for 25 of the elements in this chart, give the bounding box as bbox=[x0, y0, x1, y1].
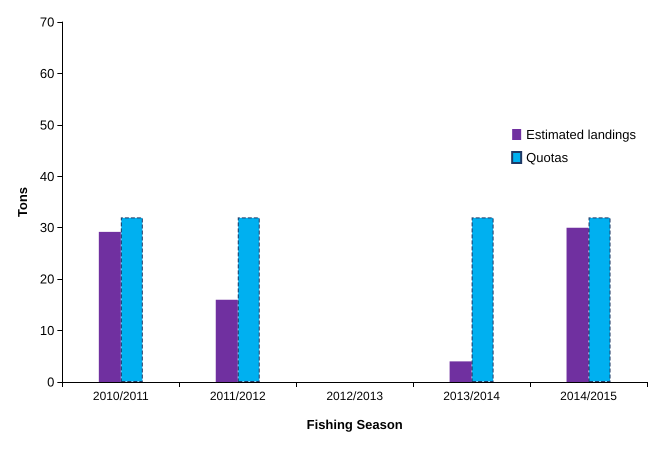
bar bbox=[98, 232, 121, 382]
bar bbox=[120, 217, 143, 382]
legend-label: Quotas bbox=[526, 150, 569, 165]
y-tick-label: 50 bbox=[40, 117, 54, 132]
x-tick-label: 2010/2011 bbox=[92, 389, 150, 403]
bar bbox=[216, 300, 238, 382]
bar bbox=[238, 217, 260, 382]
x-axis-title: Fishing Season bbox=[306, 417, 403, 432]
x-tick-label: 2011/2012 bbox=[210, 389, 266, 403]
x-tick-label: 2013/2014 bbox=[443, 389, 500, 403]
legend-label: Estimated landings bbox=[526, 127, 636, 142]
y-tick-label: 70 bbox=[40, 14, 54, 30]
y-tick-label: 10 bbox=[40, 323, 54, 338]
y-tick-label: 30 bbox=[40, 220, 54, 236]
y-tick-label: 0 bbox=[47, 374, 54, 390]
y-tick-label: 20 bbox=[40, 272, 54, 287]
bar bbox=[588, 217, 611, 382]
x-tick-label: 2014/2015 bbox=[560, 389, 618, 403]
x-tick-label: 2012/2013 bbox=[326, 389, 384, 403]
y-axis-title: Tons bbox=[15, 186, 30, 218]
y-tick-label: 60 bbox=[40, 66, 54, 81]
bar bbox=[472, 217, 494, 382]
bar bbox=[566, 228, 589, 382]
bar bbox=[450, 361, 472, 382]
y-tick-label: 40 bbox=[40, 168, 54, 184]
